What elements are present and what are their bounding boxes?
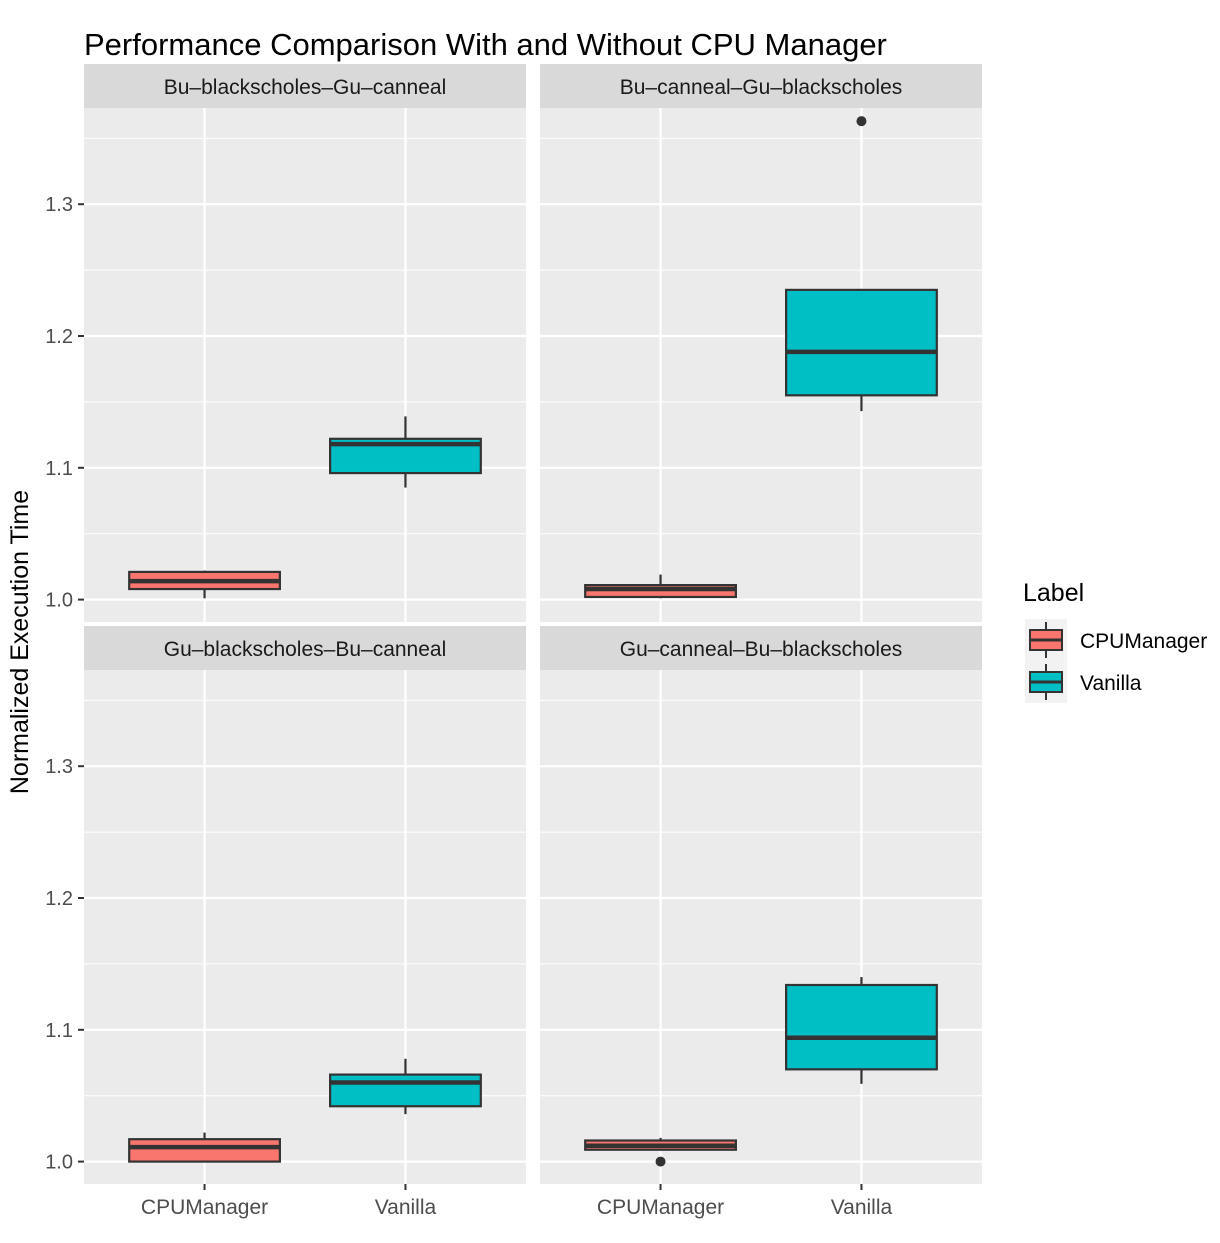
y-tick-label: 1.1: [45, 1020, 73, 1042]
box-iqr: [785, 983, 938, 1071]
box-vanilla: [329, 1058, 482, 1115]
facet-strip: [84, 626, 526, 670]
facet-title: Bu–canneal–Gu–blackscholes: [620, 76, 903, 99]
y-tick-label: 1.1: [45, 458, 73, 480]
y-tick-label: 1.2: [45, 326, 73, 348]
facet-panel: Gu–blackscholes–Bu–canneal 1.0 1.1 1.2 1.3 CP…: [45, 626, 526, 1219]
box-cpumanager: [128, 570, 281, 599]
facet-strip: [540, 64, 982, 108]
legend-item-vanilla: Vanilla: [1025, 661, 1142, 703]
box-iqr: [785, 288, 938, 397]
facet-title: Bu–blackscholes–Gu–canneal: [164, 76, 447, 99]
facet-title: Gu–blackscholes–Bu–canneal: [164, 638, 447, 661]
outlier-point: [655, 1156, 666, 1167]
facet-panel: Bu–canneal–Gu–blackscholes: [540, 64, 982, 622]
y-tick-label: 1.3: [45, 194, 73, 216]
box-cpumanager: [128, 1132, 281, 1163]
y-tick-label: 1.3: [45, 756, 73, 778]
x-tick-label: CPUManager: [141, 1196, 268, 1219]
legend-label-cpumanager: CPUManager: [1080, 630, 1207, 653]
legend-item-cpumanager: CPUManager: [1025, 619, 1207, 661]
panel-background: [540, 670, 982, 1184]
legend-label-vanilla: Vanilla: [1080, 672, 1142, 695]
box-vanilla: [329, 416, 482, 488]
legend: Label CPUManager Vanilla: [1023, 579, 1207, 703]
panel-background: [84, 108, 526, 622]
x-tick-label: CPUManager: [597, 1196, 724, 1219]
box-vanilla: [785, 977, 938, 1084]
box-vanilla: [785, 116, 938, 412]
box-iqr: [329, 1073, 482, 1108]
x-tick-label: Vanilla: [831, 1196, 893, 1219]
outlier-point: [856, 116, 867, 127]
box-cpumanager: [584, 574, 737, 599]
box-iqr: [128, 1138, 281, 1163]
facet-panel: Gu–canneal–Bu–blackscholes CPUManager Vani…: [540, 626, 982, 1219]
x-tick-label: Vanilla: [375, 1196, 437, 1219]
box-cpumanager: [584, 1137, 737, 1167]
y-axis-label: Normalized Execution Time: [6, 490, 34, 794]
facet-panel: Bu–blackscholes–Gu–canneal 1.0 1.1 1.2 1.3: [45, 64, 526, 622]
facet-strip: [540, 626, 982, 670]
facet-strip: [84, 64, 526, 108]
facet-title: Gu–canneal–Bu–blackscholes: [620, 638, 903, 661]
y-tick-label: 1.2: [45, 888, 73, 910]
y-tick-label: 1.0: [45, 590, 73, 612]
legend-title: Label: [1023, 579, 1084, 607]
y-tick-label: 1.0: [45, 1152, 73, 1174]
chart-title: Performance Comparison With and Without …: [84, 27, 887, 62]
